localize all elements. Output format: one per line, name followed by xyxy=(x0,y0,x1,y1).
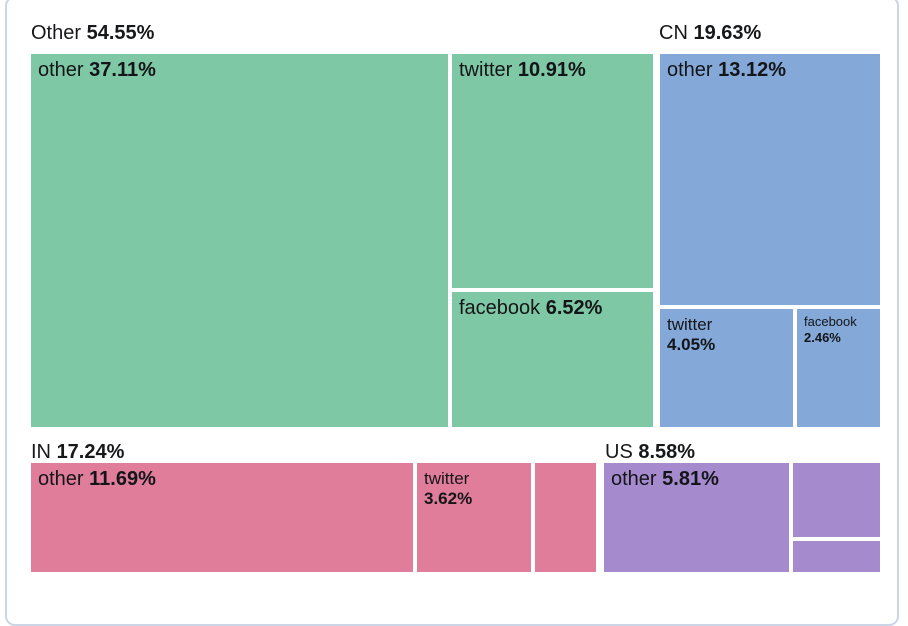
group-pct: 17.24% xyxy=(56,441,125,463)
cell-pct: 37.11% xyxy=(89,59,156,81)
treemap-cell-in-facebook[interactable] xyxy=(535,463,596,572)
cell-label: other 37.11% xyxy=(31,54,448,87)
cell-label: other 13.12% xyxy=(660,54,880,87)
group-pct: 8.58% xyxy=(638,441,696,463)
treemap-cell-other-other[interactable]: other 37.11% xyxy=(31,54,448,427)
group-label-cn: CN 19.63% xyxy=(659,21,761,45)
cell-label: twitter 4.05% xyxy=(660,309,793,360)
cell-name: twitter xyxy=(459,59,513,81)
cell-name: other xyxy=(611,468,657,490)
cell-pct: 6.52% xyxy=(545,297,603,319)
group-name: US xyxy=(605,441,633,463)
group-label-in: IN 17.24% xyxy=(31,440,124,464)
cell-label: other 11.69% xyxy=(31,463,413,496)
cell-name: other xyxy=(38,468,84,490)
cell-label: other 5.81% xyxy=(604,463,789,496)
group-name: Other xyxy=(31,22,82,44)
treemap-cell-us-twitter[interactable] xyxy=(793,463,880,537)
treemap-cell-in-other[interactable]: other 11.69% xyxy=(31,463,413,572)
cell-name: facebook xyxy=(804,314,857,329)
group-name: IN xyxy=(31,441,51,463)
cell-label: twitter 10.91% xyxy=(452,54,653,87)
cell-name: other xyxy=(667,59,713,81)
treemap-cell-cn-other[interactable]: other 13.12% xyxy=(660,54,880,305)
treemap-cell-other-facebook[interactable]: facebook 6.52% xyxy=(452,292,653,427)
treemap-cell-cn-twitter[interactable]: twitter 4.05% xyxy=(660,309,793,427)
cell-pct: 10.91% xyxy=(517,59,586,81)
cell-pct: 11.69% xyxy=(89,468,156,490)
group-pct: 54.55% xyxy=(86,22,155,44)
treemap-chart: Other 54.55% other 37.11% twitter 10.91%… xyxy=(31,21,880,572)
cell-label: facebook 2.46% xyxy=(797,309,880,349)
treemap-cell-cn-facebook[interactable]: facebook 2.46% xyxy=(797,309,880,427)
cell-name: twitter xyxy=(424,469,470,488)
group-label-us: US 8.58% xyxy=(605,440,695,464)
treemap-cell-us-other[interactable]: other 5.81% xyxy=(604,463,789,572)
cell-pct: 4.05% xyxy=(667,335,716,355)
treemap-cell-other-twitter[interactable]: twitter 10.91% xyxy=(452,54,653,288)
cell-label: facebook 6.52% xyxy=(452,292,653,325)
cell-label: twitter 3.62% xyxy=(417,463,531,514)
cell-pct: 3.62% xyxy=(424,489,473,509)
treemap-cell-in-twitter[interactable]: twitter 3.62% xyxy=(417,463,531,572)
cell-pct: 2.46% xyxy=(804,329,841,345)
group-name: CN xyxy=(659,22,688,44)
cell-name: twitter xyxy=(667,315,713,334)
group-label-other: Other 54.55% xyxy=(31,21,154,45)
treemap-cell-us-facebook[interactable] xyxy=(793,541,880,572)
cell-pct: 5.81% xyxy=(662,468,719,490)
cell-pct: 13.12% xyxy=(718,59,786,81)
cell-name: facebook xyxy=(459,297,541,319)
cell-name: other xyxy=(38,59,84,81)
group-pct: 19.63% xyxy=(693,22,762,44)
